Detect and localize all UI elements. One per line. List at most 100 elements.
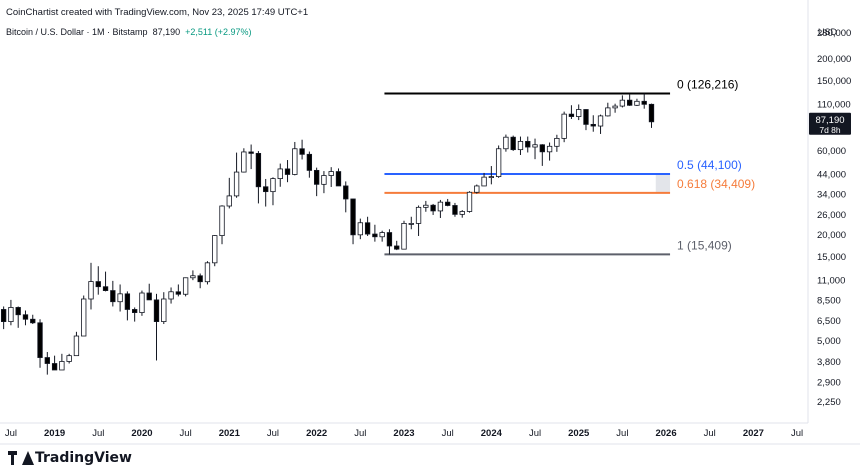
candle-body <box>51 363 58 371</box>
y-tick-label: 15,000 <box>817 252 846 263</box>
candle-body <box>474 185 480 193</box>
candle-body <box>590 123 596 127</box>
candle-body <box>161 298 167 322</box>
candle-body <box>619 99 626 107</box>
candle-body <box>459 211 465 215</box>
candle-body <box>117 293 123 303</box>
fib-level-label: 0 (126,216) <box>677 78 738 92</box>
candle-body <box>59 361 65 371</box>
candle-body <box>15 307 21 316</box>
candle-body <box>306 153 313 171</box>
y-tick-label: 8,500 <box>817 295 841 306</box>
y-tick-label: 20,000 <box>817 230 846 241</box>
fib-level-label: 0.5 (44,100) <box>677 158 742 172</box>
candle-body <box>510 136 516 151</box>
candle-body <box>364 222 371 235</box>
candle-body <box>343 185 349 200</box>
symbol-line: Bitcoin / U.S. Dollar · 1M · Bitstamp 87… <box>6 27 252 37</box>
candle-body <box>517 140 524 151</box>
fib-target-zone <box>655 173 671 193</box>
candle-body <box>44 357 50 364</box>
candle-body <box>146 292 152 301</box>
candle-body <box>401 223 407 250</box>
candle-body <box>8 307 14 322</box>
candle-body <box>73 335 80 357</box>
x-tick-label: Jul <box>5 428 17 439</box>
candle-body <box>321 175 327 185</box>
candle-body <box>532 144 538 148</box>
candle-body <box>284 168 291 175</box>
candle-body <box>204 262 211 283</box>
candle-body <box>627 99 633 106</box>
candle-body <box>546 145 553 153</box>
x-tick-label: 2021 <box>219 428 241 439</box>
fib-level-label: 0.618 (34,409) <box>677 177 755 191</box>
candle-body <box>175 291 181 295</box>
last-price-tag-value: 87,190 <box>815 115 844 126</box>
candle-body <box>153 299 160 322</box>
last-price-countdown: 7d 8h <box>819 125 841 135</box>
candle-body <box>95 281 101 288</box>
candle-body <box>226 195 232 207</box>
y-tick-label: 26,000 <box>817 210 846 221</box>
candle-body <box>423 204 429 208</box>
x-tick-label: Jul <box>791 428 803 439</box>
candle-body <box>641 100 647 105</box>
candle-body <box>430 204 436 212</box>
x-tick-label: Jul <box>180 428 192 439</box>
candle-body <box>212 235 218 264</box>
chart-credit: CoinChartist created with TradingView.co… <box>6 7 309 18</box>
y-tick-label: 60,000 <box>817 146 846 157</box>
candle-body <box>605 107 611 117</box>
candle-body <box>248 151 254 154</box>
y-tick-label: 5,000 <box>817 336 841 347</box>
candle-body <box>182 277 189 295</box>
candle-body <box>452 205 458 215</box>
x-tick-label: Jul <box>529 428 541 439</box>
candle-body <box>37 322 43 358</box>
candle-body <box>233 171 240 197</box>
candle-body <box>0 309 7 322</box>
candle-body <box>394 245 400 250</box>
candle-body <box>415 206 422 224</box>
candle-body <box>81 298 87 337</box>
candle-body <box>190 275 196 279</box>
x-tick-label: 2023 <box>393 428 414 439</box>
candle-body <box>568 113 575 117</box>
candle-body <box>66 355 72 362</box>
candle-body <box>372 233 378 238</box>
brand-name: TradingView <box>35 450 132 466</box>
candle-body <box>197 275 203 283</box>
y-tick-label: 150,000 <box>817 76 851 87</box>
candle-body <box>139 292 145 313</box>
x-tick-label: 2022 <box>306 428 327 439</box>
x-tick-label: Jul <box>267 428 279 439</box>
y-tick-label: 200,000 <box>817 54 851 65</box>
candle-body <box>88 281 94 300</box>
candle-body <box>445 201 451 206</box>
candle-body <box>539 144 545 153</box>
y-tick-label: 110,000 <box>817 100 851 111</box>
candle-body <box>495 148 502 177</box>
candle-body <box>292 148 298 175</box>
candle-body <box>488 176 495 178</box>
x-tick-label: Jul <box>354 428 366 439</box>
y-tick-label: 2,900 <box>817 378 841 389</box>
y-tick-label: 3,800 <box>817 357 841 368</box>
candle-body <box>357 222 363 236</box>
last-price-tag <box>809 112 851 135</box>
candle-body <box>466 191 473 212</box>
candle-body <box>503 136 509 150</box>
candle-body <box>219 205 225 236</box>
y-tick-label: 6,500 <box>817 316 841 327</box>
y-tick-label: 2,250 <box>817 397 841 408</box>
candle-body <box>102 286 109 291</box>
x-tick-label: 2020 <box>131 428 152 439</box>
symbol-name: Bitcoin / U.S. Dollar · 1M · Bitstamp <box>6 27 148 37</box>
candle-body <box>554 137 560 147</box>
candle-body <box>583 109 589 125</box>
x-tick-label: 2025 <box>568 428 590 439</box>
candle-body <box>255 152 262 188</box>
candle-body <box>648 103 655 123</box>
